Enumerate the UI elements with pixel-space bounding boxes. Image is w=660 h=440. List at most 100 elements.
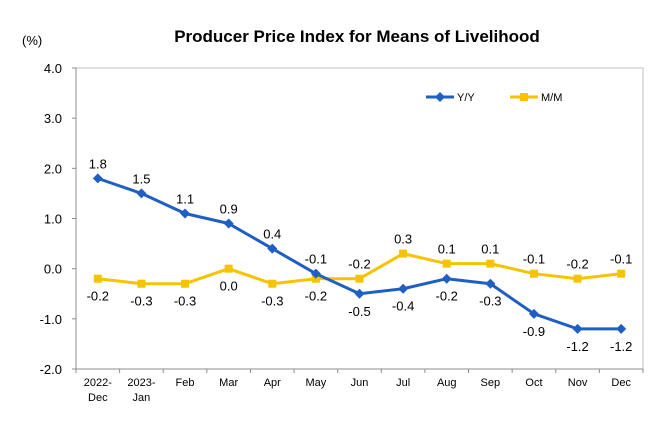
data-label: -0.2 (436, 289, 458, 304)
x-tick-label-line: Oct (525, 377, 542, 389)
data-point (137, 279, 146, 288)
data-point (399, 249, 408, 258)
data-point (529, 269, 538, 278)
x-tick-label-line: Nov (568, 377, 588, 389)
data-point (572, 323, 583, 334)
x-tick-label-line: 2023- (127, 377, 155, 389)
data-label: -0.3 (174, 294, 196, 309)
data-label: -0.2 (348, 257, 370, 272)
y-tick-label: -2.0 (40, 362, 62, 377)
data-point (311, 274, 320, 283)
x-tick-label-line: Sep (481, 377, 501, 389)
data-label: 1.5 (132, 171, 150, 186)
data-label: -0.3 (130, 294, 152, 309)
legend-item-yy: Y/Y (426, 92, 475, 104)
x-tick-label: 2023- Jan (127, 377, 155, 404)
data-label: 0.9 (220, 202, 238, 217)
data-label: -0.3 (261, 294, 283, 309)
x-tick-label-line: 2022- (84, 377, 112, 389)
data-label: -0.2 (87, 289, 109, 304)
legend-diamond-marker (435, 92, 445, 102)
axes: 4.0 3.0 2.0 1.0 0.0 -1.0 -2.0 2022- Dec 2023- Jan F… (40, 61, 644, 404)
data-label: -1.2 (610, 339, 632, 354)
data-point (485, 278, 496, 289)
data-label: 1.8 (89, 156, 107, 171)
data-label: -0.5 (348, 304, 370, 319)
series-mm (93, 249, 626, 288)
plot-frame (75, 67, 644, 370)
data-point (181, 279, 190, 288)
data-label: -0.4 (392, 299, 414, 314)
x-tick-label: Dec (611, 377, 631, 389)
x-tick-label-line: Jul (396, 377, 410, 389)
data-label: 1.1 (176, 191, 194, 206)
series-yy (92, 173, 627, 334)
data-point (268, 279, 277, 288)
data-labels-layer: 1.8 1.5 1.1 0.9 0.4 -0.1 -0.5 -0.4 -0.2 -0.3 -0.9 -… (87, 156, 633, 354)
x-tick-label: Oct (525, 377, 542, 389)
y-axis-unit-label: (%) (22, 33, 42, 48)
legend-label: Y/Y (457, 92, 475, 104)
series-layer (92, 173, 627, 334)
data-label: -0.2 (305, 289, 327, 304)
data-point (354, 288, 365, 299)
data-label: -0.3 (479, 294, 501, 309)
y-tick-label: 0.0 (44, 262, 62, 277)
legend: Y/Y M/M (426, 92, 562, 104)
x-tick-label: May (305, 377, 326, 389)
data-point (267, 243, 278, 254)
y-tick-label: 2.0 (44, 161, 62, 176)
y-tick-label: 1.0 (44, 212, 62, 227)
data-point (442, 259, 451, 268)
x-tick-label-line: May (305, 377, 326, 389)
x-tick-label: Apr (264, 377, 281, 389)
x-tick-label: Mar (219, 377, 238, 389)
x-tick-label-line: Apr (264, 377, 281, 389)
data-label: -0.1 (610, 252, 632, 267)
legend-item-mm: M/M (510, 92, 562, 104)
data-point (486, 259, 495, 268)
y-tick-label: 4.0 (44, 61, 62, 76)
data-point (616, 323, 627, 334)
data-label: 0.0 (220, 279, 238, 294)
data-label: 0.1 (438, 242, 456, 257)
data-point (398, 283, 409, 294)
x-tick-label: Sep (481, 377, 501, 389)
data-label: 0.3 (394, 232, 412, 247)
x-tick-label-line: Dec (88, 392, 108, 404)
data-label: -0.9 (523, 324, 545, 339)
data-point (573, 274, 582, 283)
x-tick-label: 2022- Dec (84, 377, 112, 404)
x-tick-label: Nov (568, 377, 588, 389)
data-label: 0.1 (481, 242, 499, 257)
x-tick-label: Feb (176, 377, 195, 389)
data-point (355, 274, 364, 283)
data-label: -0.2 (566, 257, 588, 272)
x-tick-label: Jul (396, 377, 410, 389)
x-tick-label-line: Feb (176, 377, 195, 389)
chart-title: Producer Price Index for Means of Liveli… (174, 27, 540, 46)
x-tick-label-line: Mar (219, 377, 238, 389)
x-tick-label-line: Jun (351, 377, 369, 389)
x-tick-label-line: Dec (611, 377, 631, 389)
data-point (528, 308, 539, 319)
data-point (224, 264, 233, 273)
data-point (180, 208, 191, 219)
data-label: 0.4 (263, 227, 281, 242)
x-tick-label: Aug (437, 377, 457, 389)
data-label: -0.1 (305, 252, 327, 267)
y-tick-label: 3.0 (44, 111, 62, 126)
x-tick-label-line: Aug (437, 377, 457, 389)
legend-square-marker (520, 93, 528, 101)
data-point (93, 274, 102, 283)
data-point (92, 173, 103, 184)
data-point (223, 218, 234, 229)
y-tick-label: -1.0 (40, 312, 62, 327)
x-tick-label: Jun (351, 377, 369, 389)
data-point (136, 188, 147, 199)
x-tick-label-line: Jan (133, 392, 151, 404)
data-label: -1.2 (566, 339, 588, 354)
data-point (441, 273, 452, 284)
